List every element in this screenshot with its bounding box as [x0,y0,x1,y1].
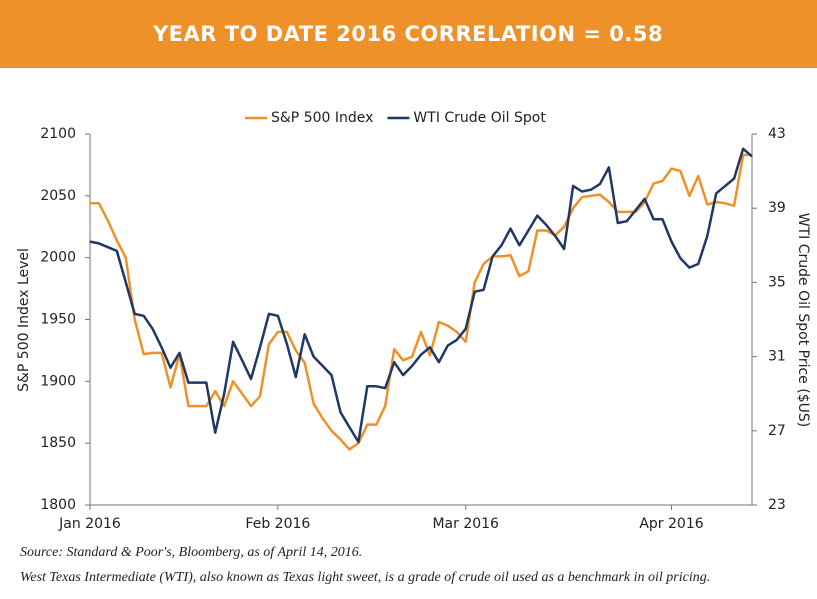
y-tick-label: 1850 [40,435,76,451]
chart-title: YEAR TO DATE 2016 CORRELATION = 0.58 [152,22,663,46]
y-axis-title: S&P 500 Index Level [16,248,32,392]
series-line [90,153,752,451]
y-tick-label: 1900 [40,373,76,389]
y-tick-label: 2050 [40,188,76,204]
y2-tick-label: 39 [768,200,786,216]
y-tick-label: 1800 [40,497,76,513]
legend-label: S&P 500 Index [271,110,373,126]
y2-tick-label: 23 [768,497,786,513]
y2-tick-label: 43 [768,126,786,142]
title-banner [0,0,817,68]
series-line [89,147,753,444]
y2-tick-label: 35 [768,274,786,290]
x-tick-label: Feb 2016 [245,516,310,532]
y2-axis-title: WTI Crude Oil Spot Price ($US) [795,213,811,427]
x-tick-label: Apr 2016 [639,516,703,532]
y-tick-label: 1950 [40,312,76,328]
y-tick-label: 2100 [40,126,76,142]
x-tick-label: Mar 2016 [432,516,499,532]
y-tick-label: 2000 [40,250,76,266]
x-tick-label: Jan 2016 [58,516,121,532]
y2-tick-label: 27 [768,423,786,439]
footnote: West Texas Intermediate (WTI), also know… [20,570,710,585]
source-note: Source: Standard & Poor's, Bloomberg, as… [20,545,362,560]
y2-tick-label: 31 [768,349,786,365]
legend-label: WTI Crude Oil Spot [413,110,546,126]
